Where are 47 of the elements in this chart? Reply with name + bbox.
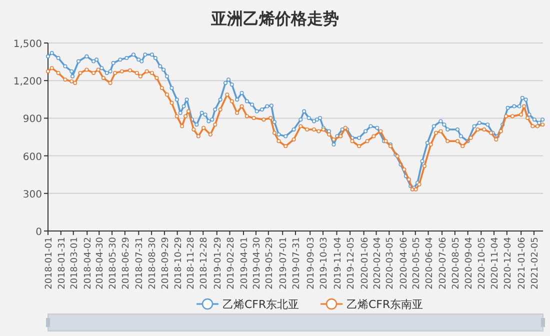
x-tick-label: 2020-05-05	[412, 237, 422, 290]
y-tick-label: 600	[22, 152, 42, 163]
y-tick-label: 1,500	[13, 39, 42, 50]
x-tick-label: 2019-07-31	[292, 237, 302, 290]
x-tick-label: 2019-09-03	[306, 237, 317, 290]
chart-title: 亚洲乙烯价格走势	[210, 9, 339, 28]
x-tick-label: 2018-11-28	[186, 236, 197, 290]
x-tick-label: 2018-12-28	[200, 236, 210, 290]
x-tick-label: 2019-05-29	[264, 236, 275, 290]
x-tick-label: 2018-09-29	[160, 236, 171, 290]
x-tick-label: 2019-07-01	[279, 237, 290, 290]
x-tick-label: 2019-11-04	[333, 236, 344, 290]
x-tick-label: 2019-02-28	[226, 236, 236, 290]
x-tick-label: 2020-09-04	[464, 236, 474, 290]
x-tick-label: 2018-08-30	[148, 236, 158, 290]
y-tick-label: 0	[36, 227, 42, 238]
x-tick-label: 2021-01-06	[518, 236, 528, 290]
x-tick-label: 2019-04-30	[252, 236, 262, 290]
x-tick-label: 2021-02-05	[530, 237, 540, 290]
x-tick-label: 2019-12-05	[346, 237, 357, 290]
y-tick-label: 1,200	[13, 76, 42, 88]
x-tick-label: 2018-01-01	[44, 237, 54, 290]
x-tick-label: 2020-02-04	[372, 236, 383, 290]
x-tick-label: 2020-03-05	[386, 237, 396, 290]
x-tick-label: 2020-12-04	[503, 236, 514, 290]
x-tick-label: 2018-05-30	[108, 236, 119, 290]
legend-label: 乙烯CFR东南亚	[346, 298, 424, 311]
x-tick-label: 2020-04-06	[399, 236, 410, 290]
x-tick-label: 2020-07-06	[438, 236, 449, 290]
x-tick-label: 2020-01-06	[360, 236, 370, 290]
x-tick-label: 2018-07-31	[135, 237, 146, 290]
y-tick-label: 900	[22, 114, 42, 126]
x-tick-label: 2019-04-01	[240, 237, 250, 290]
x-tick-label: 2019-01-29	[213, 236, 224, 290]
x-tick-label: 2020-08-05	[451, 237, 462, 290]
x-tick-label: 2018-01-31	[57, 237, 68, 290]
x-tick-label: 2019-10-03	[320, 237, 330, 290]
legend-label: 乙烯CFR东北亚	[222, 298, 300, 311]
x-tick-label: 2020-10-05	[478, 237, 488, 290]
x-tick-label: 2020-11-04	[490, 236, 501, 290]
x-tick-label: 2020-06-04	[424, 236, 435, 290]
x-tick-label: 2018-04-02	[84, 237, 94, 290]
x-tick-label: 2018-04-30	[96, 236, 106, 290]
x-tick-label: 2018-06-29	[121, 236, 132, 290]
x-tick-label: 2018-03-01	[70, 237, 80, 290]
y-tick-label: 300	[22, 189, 42, 200]
x-tick-label: 2018-10-29	[174, 236, 184, 290]
